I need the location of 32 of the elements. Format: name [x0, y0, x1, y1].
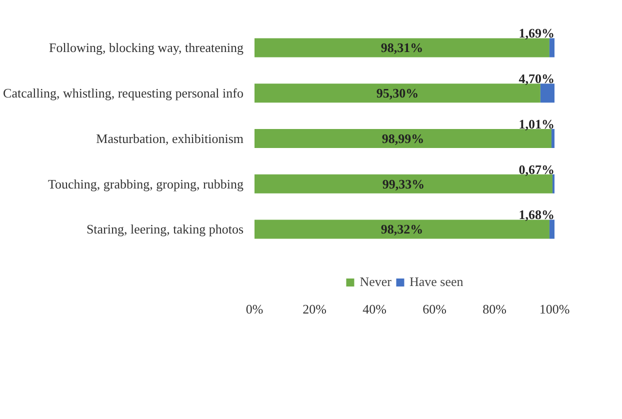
x-tick-label: 80% — [482, 302, 507, 316]
y-tick-label: Catcalling, whistling, requesting personal info — [3, 86, 244, 101]
y-tick-label: Masturbation, exhibitionism — [96, 130, 244, 146]
data-label: 1,69% — [518, 26, 554, 41]
data-label: 1,68% — [518, 207, 554, 222]
x-tick-label: 20% — [302, 302, 327, 316]
bar — [549, 220, 554, 239]
bar — [540, 84, 554, 103]
bar — [549, 38, 554, 58]
data-label: 98,32% — [380, 222, 424, 237]
data-label: 99,33% — [382, 176, 425, 192]
x-tick-label: 40% — [362, 302, 387, 316]
bar — [551, 128, 554, 148]
bar — [254, 220, 550, 239]
bar — [254, 128, 552, 148]
data-label: 1,01% — [518, 116, 554, 132]
data-label: 95,30% — [376, 86, 419, 101]
y-tick-label: Following, blocking way, threatening — [49, 40, 244, 56]
x-tick-label: 0% — [246, 302, 264, 316]
data-label: 0,67% — [518, 162, 554, 177]
y-tick-label: Touching, grabbing, groping, rubbing — [48, 176, 244, 192]
data-label: 98,99% — [382, 130, 424, 146]
x-tick-label: 60% — [422, 302, 447, 316]
legend-label: Never — [360, 274, 392, 290]
y-tick-label: Staring, leering, taking photos — [86, 222, 244, 237]
bar — [254, 174, 552, 194]
x-tick-label: 100% — [539, 302, 570, 316]
data-label: 4,70% — [518, 71, 554, 86]
legend-label: Have seen — [409, 274, 464, 290]
bar — [254, 38, 550, 58]
bar — [254, 84, 540, 103]
data-label: 98,31% — [380, 40, 424, 56]
